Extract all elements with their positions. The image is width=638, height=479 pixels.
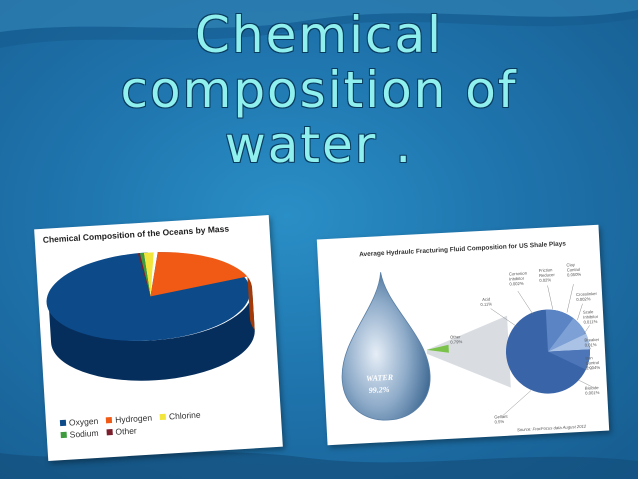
label-line: 0.002% bbox=[576, 296, 591, 302]
fluid-chart-graphic: WATER 99.2% Acid 0.11% Corro bbox=[341, 262, 600, 433]
label-line: Iron bbox=[585, 355, 593, 360]
label-line: Friction bbox=[539, 267, 554, 273]
label-line: 0.5% bbox=[494, 419, 504, 425]
label-line: 0.79% bbox=[450, 339, 462, 345]
legend-item-oxygen: Oxygen bbox=[59, 415, 99, 428]
fluid-pie-slice bbox=[547, 318, 587, 352]
label-line: 0.004% bbox=[586, 365, 601, 371]
legend-swatch bbox=[59, 419, 67, 427]
legend-swatch bbox=[106, 428, 113, 436]
label-line: Control bbox=[567, 267, 581, 273]
legend-label: Other bbox=[115, 425, 138, 437]
legend-swatch bbox=[60, 431, 67, 439]
label-line: Corrosion bbox=[509, 271, 528, 277]
fluid-composition-chart-card: Average Hydraulc Fracturing Fluid Compos… bbox=[316, 224, 610, 446]
other-marker bbox=[426, 344, 449, 353]
pie-slice-sodium bbox=[139, 252, 151, 297]
label-line: Breaker bbox=[584, 337, 600, 343]
label-line: Reducer bbox=[539, 272, 556, 278]
fluid-pie-slice bbox=[547, 333, 590, 352]
top-wave-decoration bbox=[0, 0, 638, 48]
label-biocide: Biocide 0.001% bbox=[585, 385, 600, 396]
connector-wedge bbox=[426, 315, 511, 388]
legend-item-hydrogen: Hydrogen bbox=[106, 413, 152, 426]
leader-lines bbox=[490, 284, 594, 417]
pie-slice-chlorine bbox=[143, 252, 154, 297]
legend-label: Sodium bbox=[69, 427, 99, 440]
label-gellant: Gellant 0.5% bbox=[494, 414, 509, 425]
water-label: WATER bbox=[366, 373, 394, 383]
pie-side-oxygen bbox=[48, 290, 255, 381]
legend-item-sodium: Sodium bbox=[60, 427, 99, 440]
label-crosslinker: Crosslinker 0.002% bbox=[576, 291, 599, 302]
label-friction-reducer: Friction Reducer 0.02% bbox=[539, 267, 557, 283]
label-line: Crosslinker bbox=[576, 291, 598, 297]
label-other: Other 0.79% bbox=[450, 334, 463, 345]
label-line: 0.01% bbox=[585, 342, 597, 348]
fluid-pie-slice bbox=[547, 349, 590, 370]
label-line: 0.050% bbox=[567, 272, 582, 278]
label-line: 0.11% bbox=[480, 301, 492, 307]
legend-label: Chlorine bbox=[168, 409, 201, 422]
label-line: Control bbox=[586, 360, 600, 366]
water-drop-icon bbox=[341, 272, 431, 421]
label-line: 0.002% bbox=[509, 281, 524, 287]
pie-side-hydrogen bbox=[247, 276, 255, 331]
label-line: 0.011% bbox=[583, 319, 597, 325]
title-line: composition of bbox=[120, 61, 518, 119]
label-iron-control: Iron Control 0.004% bbox=[585, 355, 600, 371]
label-line: Biocide bbox=[585, 385, 600, 391]
legend-label: Oxygen bbox=[68, 415, 99, 428]
legend-label: Hydrogen bbox=[114, 412, 153, 425]
label-corrosion-inhibitor: Corrosion Inhibitor 0.002% bbox=[509, 271, 529, 287]
pie-slice-hydrogen bbox=[150, 252, 248, 297]
label-line: Inhibitor bbox=[509, 276, 525, 282]
label-line: Other bbox=[450, 334, 461, 340]
source-note: Source: FracFocus data August 2012 bbox=[517, 424, 587, 433]
legend-swatch bbox=[106, 416, 113, 424]
legend-item-other: Other bbox=[106, 426, 137, 438]
label-line: Clay bbox=[566, 262, 576, 267]
label-line: Scale bbox=[583, 309, 594, 315]
label-breaker: Breaker 0.01% bbox=[584, 337, 600, 348]
label-clay-control: Clay Control 0.050% bbox=[566, 262, 581, 278]
ocean-composition-chart-card: Chemical Composition of the Oceans by Ma… bbox=[34, 215, 283, 461]
water-value: 99.2% bbox=[369, 385, 390, 395]
label-scale-inhibitor: Scale Inhibitor 0.011% bbox=[583, 309, 600, 325]
label-line: Gellant bbox=[494, 414, 508, 420]
label-acid: Acid 0.11% bbox=[480, 296, 492, 307]
slide-title: Chemical composition of water . bbox=[0, 8, 638, 173]
label-line: Acid bbox=[482, 296, 491, 301]
label-line: 0.001% bbox=[585, 390, 600, 396]
bottom-wave-decoration bbox=[0, 452, 638, 479]
legend-item-chlorine: Chlorine bbox=[159, 409, 201, 422]
title-line: water . bbox=[224, 116, 414, 174]
fluid-pie-slice bbox=[545, 309, 574, 352]
ocean-pie-chart bbox=[46, 252, 255, 381]
title-line: Chemical bbox=[195, 6, 443, 64]
legend-swatch bbox=[159, 413, 167, 421]
label-line: Inhibitor bbox=[583, 314, 599, 320]
label-line: 0.02% bbox=[539, 277, 551, 283]
pie-slice-other bbox=[137, 253, 151, 297]
